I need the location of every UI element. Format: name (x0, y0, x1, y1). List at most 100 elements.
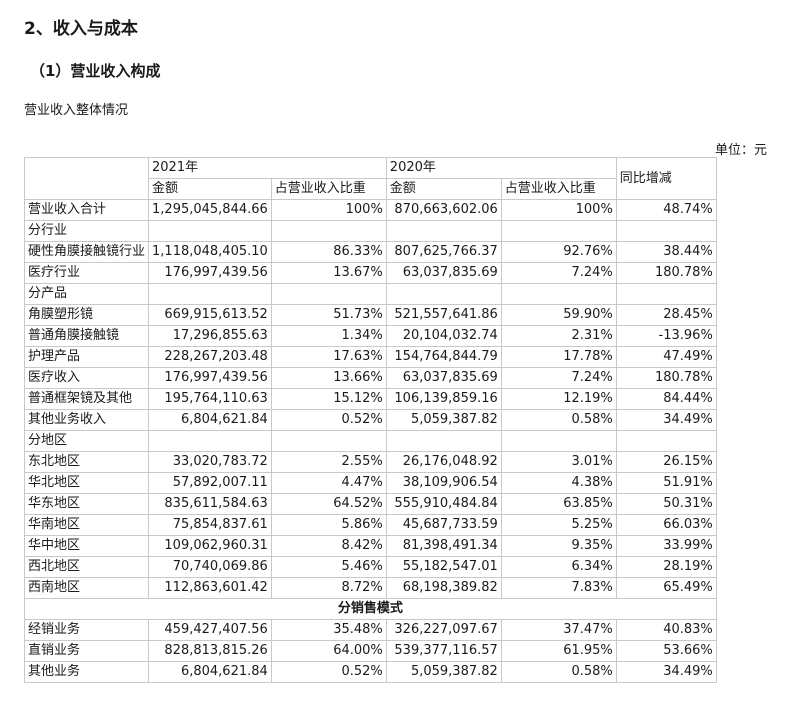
empty-cell (148, 430, 272, 452)
row-label: 西北地区 (23, 556, 150, 578)
row-label: 其他业务收入 (23, 409, 150, 431)
table-row: 华东地区 835,611,584.63 64.52% 555,910,484.84 63… (23, 493, 717, 515)
amount-2020: 5,059,387.82 (385, 661, 502, 683)
amount-2020: 154,764,844.79 (385, 346, 502, 368)
header-year-2021: 2021年 (148, 157, 387, 179)
subsection-heading: （1）营业收入构成 (30, 62, 161, 80)
section-row-industry: 分行业 (23, 220, 717, 242)
amount-2021: 459,427,407.56 (148, 619, 272, 641)
yoy-change: 47.49% (615, 346, 717, 368)
ratio-2020: 7.83% (500, 577, 617, 599)
table-row: 西北地区 70,740,069.86 5.46% 55,182,547.01 6.34%… (23, 556, 717, 578)
amount-2020: 63,037,835.69 (385, 262, 502, 284)
row-label: 医疗收入 (23, 367, 150, 389)
ratio-2021: 0.52% (270, 409, 387, 431)
header-ratio-2021: 占营业收入比重 (270, 178, 387, 200)
yoy-change: 34.49% (615, 409, 717, 431)
section-heading: 2、收入与成本 (24, 19, 138, 39)
table-row: 普通框架镜及其他 195,764,110.63 15.12% 106,139,859.… (23, 388, 717, 410)
yoy-change: -13.96% (615, 325, 717, 347)
table-row: 直销业务 828,813,815.26 64.00% 539,377,116.57 61… (23, 640, 717, 662)
yoy-change: 28.45% (615, 304, 717, 326)
header-yoy: 同比增减 (615, 157, 717, 200)
yoy-change: 50.31% (615, 493, 717, 515)
header-amount-2020: 金额 (385, 178, 502, 200)
ratio-2021: 13.66% (270, 367, 387, 389)
empty-cell (148, 220, 272, 242)
intro-text: 营业收入整体情况 (24, 103, 129, 118)
yoy-change: 51.91% (615, 472, 717, 494)
empty-cell (270, 430, 387, 452)
row-label: 营业收入合计 (23, 199, 150, 221)
table-row: 经销业务 459,427,407.56 35.48% 326,227,097.67 37… (23, 619, 717, 641)
amount-2020: 55,182,547.01 (385, 556, 502, 578)
ratio-2020: 0.58% (500, 661, 617, 683)
section-title: 分地区 (23, 430, 150, 452)
amount-2021: 1,118,048,405.10 (148, 241, 272, 263)
row-label: 西南地区 (23, 577, 150, 599)
row-label: 华南地区 (23, 514, 150, 536)
ratio-2021: 64.52% (270, 493, 387, 515)
section-title: 分行业 (23, 220, 150, 242)
empty-cell (500, 220, 617, 242)
row-label: 东北地区 (23, 451, 150, 473)
amount-2021: 75,854,837.61 (148, 514, 272, 536)
yoy-change: 28.19% (615, 556, 717, 578)
empty-cell (270, 283, 387, 305)
amount-2020: 68,198,389.82 (385, 577, 502, 599)
ratio-2021: 64.00% (270, 640, 387, 662)
ratio-2021: 8.72% (270, 577, 387, 599)
amount-2021: 17,296,855.63 (148, 325, 272, 347)
amount-2020: 20,104,032.74 (385, 325, 502, 347)
ratio-2021: 86.33% (270, 241, 387, 263)
ratio-2021: 4.47% (270, 472, 387, 494)
yoy-change: 180.78% (615, 367, 717, 389)
amount-2020: 63,037,835.69 (385, 367, 502, 389)
amount-2021: 33,020,783.72 (148, 451, 272, 473)
ratio-2021: 0.52% (270, 661, 387, 683)
section-row-product: 分产品 (23, 283, 717, 305)
amount-2021: 70,740,069.86 (148, 556, 272, 578)
table-row: 华中地区 109,062,960.31 8.42% 81,398,491.34 9.35… (23, 535, 717, 557)
row-label: 华东地区 (23, 493, 150, 515)
ratio-2020: 6.34% (500, 556, 617, 578)
row-label: 华北地区 (23, 472, 150, 494)
yoy-change: 40.83% (615, 619, 717, 641)
ratio-2021: 100% (270, 199, 387, 221)
yoy-change: 26.15% (615, 451, 717, 473)
amount-2021: 835,611,584.63 (148, 493, 272, 515)
amount-2021: 176,997,439.56 (148, 262, 272, 284)
ratio-2020: 0.58% (500, 409, 617, 431)
ratio-2021: 5.46% (270, 556, 387, 578)
table-row: 硬性角膜接触镜行业 1,118,048,405.10 86.33% 807,625,7… (23, 241, 717, 263)
amount-2021: 6,804,621.84 (148, 409, 272, 431)
yoy-change: 66.03% (615, 514, 717, 536)
table-row: 华北地区 57,892,007.11 4.47% 38,109,906.54 4.38%… (23, 472, 717, 494)
empty-cell (500, 430, 617, 452)
table-row: 其他业务收入 6,804,621.84 0.52% 5,059,387.82 0.58%… (23, 409, 717, 431)
table-row: 东北地区 33,020,783.72 2.55% 26,176,048.92 3.01%… (23, 451, 717, 473)
amount-2020: 870,663,602.06 (385, 199, 502, 221)
row-label: 角膜塑形镜 (23, 304, 150, 326)
header-row-columns: 金额 占营业收入比重 金额 占营业收入比重 (23, 178, 717, 200)
revenue-table: 2021年 2020年 同比增减 金额 占营业收入比重 金额 占营业收入比重 营… (23, 157, 717, 683)
header-blank-lower (23, 178, 150, 200)
row-label: 其他业务 (23, 661, 150, 683)
empty-cell (385, 430, 502, 452)
row-label: 直销业务 (23, 640, 150, 662)
amount-2020: 807,625,766.37 (385, 241, 502, 263)
amount-2021: 112,863,601.42 (148, 577, 272, 599)
table-row: 医疗收入 176,997,439.56 13.66% 63,037,835.69 7.2… (23, 367, 717, 389)
row-label: 普通框架镜及其他 (23, 388, 150, 410)
amount-2020: 38,109,906.54 (385, 472, 502, 494)
header-amount-2021: 金额 (148, 178, 272, 200)
yoy-change: 38.44% (615, 241, 717, 263)
table-row: 医疗行业 176,997,439.56 13.67% 63,037,835.69 7.2… (23, 262, 717, 284)
amount-2021: 1,295,045,844.66 (148, 199, 272, 221)
amount-2021: 228,267,203.48 (148, 346, 272, 368)
header-row-years: 2021年 2020年 同比增减 (23, 157, 717, 200)
table-row: 护理产品 228,267,203.48 17.63% 154,764,844.79 17… (23, 346, 717, 368)
ratio-2021: 13.67% (270, 262, 387, 284)
ratio-2020: 17.78% (500, 346, 617, 368)
amount-2020: 81,398,491.34 (385, 535, 502, 557)
